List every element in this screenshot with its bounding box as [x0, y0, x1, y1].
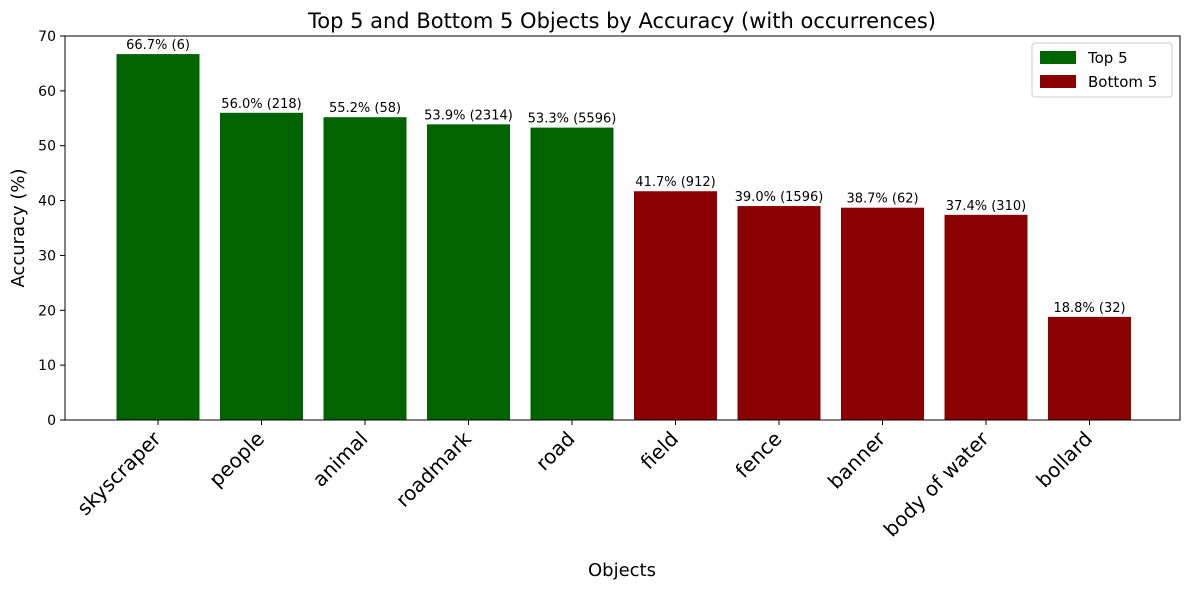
x-tick-label: animal — [308, 427, 373, 492]
bar-road — [530, 127, 614, 421]
y-tick-label: 30 — [38, 248, 56, 264]
bar-banner — [841, 207, 924, 420]
data-label: 66.7% (6) — [126, 38, 190, 53]
x-tick-label: bollard — [1031, 427, 1097, 493]
y-tick-label: 70 — [38, 29, 56, 45]
bar-roadmark — [427, 124, 510, 420]
y-tick-label: 40 — [38, 194, 56, 210]
y-tick-label: 20 — [38, 303, 56, 319]
y-axis: 0 10 20 30 40 50 60 70 — [38, 29, 65, 429]
x-tick-label: roadmark — [391, 426, 477, 512]
x-tick-label: road — [531, 427, 580, 476]
x-axis-title: Objects — [588, 560, 656, 581]
bar-fence — [737, 206, 821, 420]
data-label: 37.4% (310) — [946, 199, 1026, 214]
y-tick-label: 10 — [38, 358, 56, 374]
data-label: 18.8% (32) — [1053, 301, 1125, 316]
y-tick-label: 50 — [38, 139, 56, 155]
data-label: 38.7% (62) — [846, 192, 918, 207]
data-label: 55.2% (58) — [329, 101, 401, 116]
data-label: 39.0% (1596) — [735, 190, 824, 205]
plot-frame — [64, 35, 1181, 421]
data-labels-group: 66.7% (6) 56.0% (218) 55.2% (58) 53.9% (231… — [126, 38, 1125, 316]
y-axis-title: Accuracy (%) — [8, 168, 29, 287]
x-tick-label: banner — [823, 426, 891, 494]
legend-label-bottom5: Bottom 5 — [1088, 73, 1157, 91]
legend-swatch-top5 — [1040, 51, 1076, 64]
data-label: 41.7% (912) — [635, 175, 715, 190]
y-tick-label: 60 — [38, 84, 56, 100]
legend-label-top5: Top 5 — [1087, 49, 1128, 67]
x-tick-label: fence — [730, 427, 786, 483]
x-tick-label: skyscraper — [72, 426, 166, 520]
y-tick-label: 0 — [47, 413, 56, 429]
bars-group — [116, 54, 1131, 421]
data-label: 53.3% (5596) — [528, 112, 617, 127]
legend-swatch-bottom5 — [1040, 75, 1076, 88]
bar-people — [220, 112, 303, 421]
data-label: 56.0% (218) — [221, 97, 301, 112]
x-axis: skyscraper people animal roadmark road field f… — [72, 420, 1097, 541]
x-tick-label: field — [636, 427, 683, 474]
bar-animal — [323, 117, 407, 420]
x-tick-label: people — [204, 427, 269, 492]
bar-field — [634, 191, 717, 420]
legend: Top 5 Bottom 5 — [1031, 42, 1173, 98]
bar-skyscraper — [116, 54, 200, 421]
data-label: 53.9% (2314) — [424, 108, 513, 123]
bar-body-of-water — [944, 214, 1028, 420]
chart-title: Top 5 and Bottom 5 Objects by Accuracy (… — [307, 9, 936, 33]
x-tick-label: body of water — [879, 426, 994, 541]
bar-bollard — [1048, 316, 1131, 420]
